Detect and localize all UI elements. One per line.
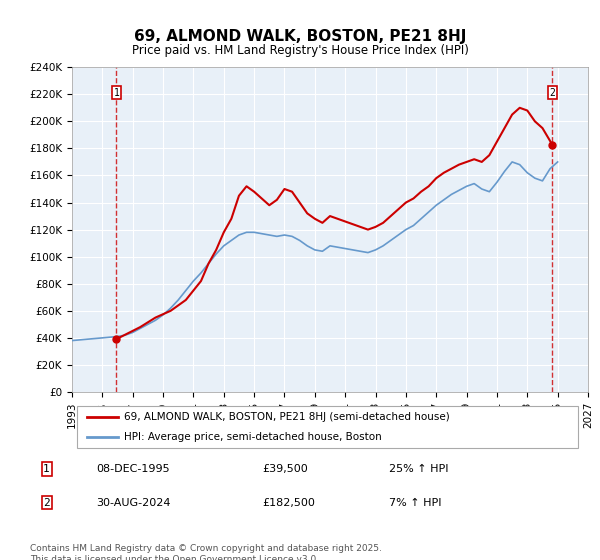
Text: Price paid vs. HM Land Registry's House Price Index (HPI): Price paid vs. HM Land Registry's House … — [131, 44, 469, 57]
Text: HPI: Average price, semi-detached house, Boston: HPI: Average price, semi-detached house,… — [124, 432, 382, 442]
Text: 7% ↑ HPI: 7% ↑ HPI — [389, 498, 442, 507]
Text: Contains HM Land Registry data © Crown copyright and database right 2025.
This d: Contains HM Land Registry data © Crown c… — [30, 544, 382, 560]
Text: £182,500: £182,500 — [262, 498, 315, 507]
Text: 2: 2 — [43, 498, 50, 507]
Text: 30-AUG-2024: 30-AUG-2024 — [96, 498, 171, 507]
FancyBboxPatch shape — [77, 405, 578, 449]
Text: 1: 1 — [113, 88, 119, 98]
Text: 2: 2 — [550, 88, 556, 98]
Text: £39,500: £39,500 — [262, 464, 308, 474]
Text: 1: 1 — [43, 464, 50, 474]
Text: 69, ALMOND WALK, BOSTON, PE21 8HJ (semi-detached house): 69, ALMOND WALK, BOSTON, PE21 8HJ (semi-… — [124, 413, 449, 422]
Text: 25% ↑ HPI: 25% ↑ HPI — [389, 464, 448, 474]
Text: 69, ALMOND WALK, BOSTON, PE21 8HJ: 69, ALMOND WALK, BOSTON, PE21 8HJ — [134, 29, 466, 44]
Text: 08-DEC-1995: 08-DEC-1995 — [96, 464, 170, 474]
